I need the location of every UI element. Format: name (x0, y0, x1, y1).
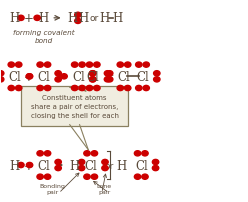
Text: Cl: Cl (135, 159, 148, 172)
Text: Cl: Cl (84, 159, 97, 172)
Text: H: H (9, 12, 19, 25)
Text: or: or (105, 73, 114, 81)
Text: or: or (105, 161, 114, 170)
Circle shape (136, 63, 142, 68)
Text: Constituent atoms
share a pair of electrons,
closing the shell for each: Constituent atoms share a pair of electr… (31, 95, 119, 118)
Circle shape (86, 86, 93, 91)
Text: H: H (69, 159, 80, 172)
Circle shape (26, 74, 33, 80)
Circle shape (78, 160, 85, 165)
Circle shape (37, 174, 43, 179)
Circle shape (136, 86, 142, 91)
Circle shape (117, 86, 124, 91)
Circle shape (18, 16, 24, 21)
Text: Cl: Cl (136, 70, 149, 83)
Circle shape (44, 63, 51, 68)
Circle shape (55, 166, 61, 171)
Circle shape (154, 71, 160, 77)
Text: H: H (67, 12, 77, 25)
Circle shape (152, 166, 159, 171)
Circle shape (91, 151, 98, 156)
Circle shape (15, 63, 22, 68)
Circle shape (44, 174, 51, 179)
Circle shape (84, 151, 90, 156)
Circle shape (106, 71, 113, 77)
Circle shape (55, 77, 61, 83)
Circle shape (8, 63, 14, 68)
Circle shape (26, 74, 32, 80)
Text: Cl: Cl (9, 70, 21, 83)
Circle shape (106, 77, 113, 83)
Circle shape (75, 19, 81, 24)
Text: Cl: Cl (72, 70, 85, 83)
Circle shape (142, 151, 148, 156)
Text: or: or (90, 14, 99, 23)
Circle shape (90, 77, 96, 83)
Text: H: H (9, 159, 19, 172)
Circle shape (37, 63, 43, 68)
Circle shape (102, 160, 108, 165)
Text: Cl: Cl (37, 159, 50, 172)
Circle shape (79, 63, 85, 68)
Text: +: + (24, 70, 34, 83)
Circle shape (75, 13, 81, 18)
Circle shape (55, 160, 61, 165)
Circle shape (84, 174, 90, 179)
Text: H: H (112, 12, 123, 25)
Circle shape (34, 16, 40, 21)
Circle shape (44, 86, 51, 91)
Circle shape (78, 166, 85, 171)
Circle shape (143, 86, 149, 91)
Text: +: + (24, 12, 34, 25)
Circle shape (152, 160, 159, 165)
Circle shape (94, 63, 100, 68)
Circle shape (117, 63, 124, 68)
Circle shape (61, 74, 67, 80)
Circle shape (79, 86, 85, 91)
Circle shape (102, 166, 108, 171)
Circle shape (44, 151, 51, 156)
Circle shape (0, 71, 4, 77)
Text: H: H (78, 12, 89, 25)
Circle shape (90, 71, 96, 77)
Circle shape (71, 63, 78, 68)
Circle shape (134, 174, 141, 179)
Circle shape (37, 151, 43, 156)
Circle shape (37, 86, 43, 91)
Text: H: H (116, 159, 127, 172)
Circle shape (124, 63, 131, 68)
Text: forming covalent
bond: forming covalent bond (13, 30, 75, 44)
Circle shape (104, 71, 111, 77)
Circle shape (154, 77, 160, 83)
Text: +: + (24, 159, 34, 172)
Circle shape (90, 71, 96, 77)
FancyBboxPatch shape (21, 86, 128, 127)
Circle shape (91, 174, 98, 179)
Circle shape (94, 86, 100, 91)
Circle shape (26, 163, 33, 168)
Text: Lone
pair: Lone pair (97, 183, 112, 194)
Text: Cl: Cl (37, 70, 50, 83)
Text: H: H (38, 12, 48, 25)
Circle shape (86, 63, 93, 68)
Circle shape (8, 86, 14, 91)
Circle shape (18, 163, 24, 168)
Circle shape (134, 151, 141, 156)
Circle shape (71, 86, 78, 91)
Circle shape (124, 86, 131, 91)
Text: Cl: Cl (118, 70, 130, 83)
Circle shape (0, 77, 4, 83)
Circle shape (15, 86, 22, 91)
Text: Cl: Cl (87, 70, 99, 83)
Circle shape (143, 63, 149, 68)
Text: H: H (99, 12, 109, 25)
Circle shape (55, 71, 61, 77)
Circle shape (104, 77, 111, 83)
Circle shape (90, 77, 96, 83)
Circle shape (142, 174, 148, 179)
Text: Bonding
pair: Bonding pair (39, 183, 65, 194)
